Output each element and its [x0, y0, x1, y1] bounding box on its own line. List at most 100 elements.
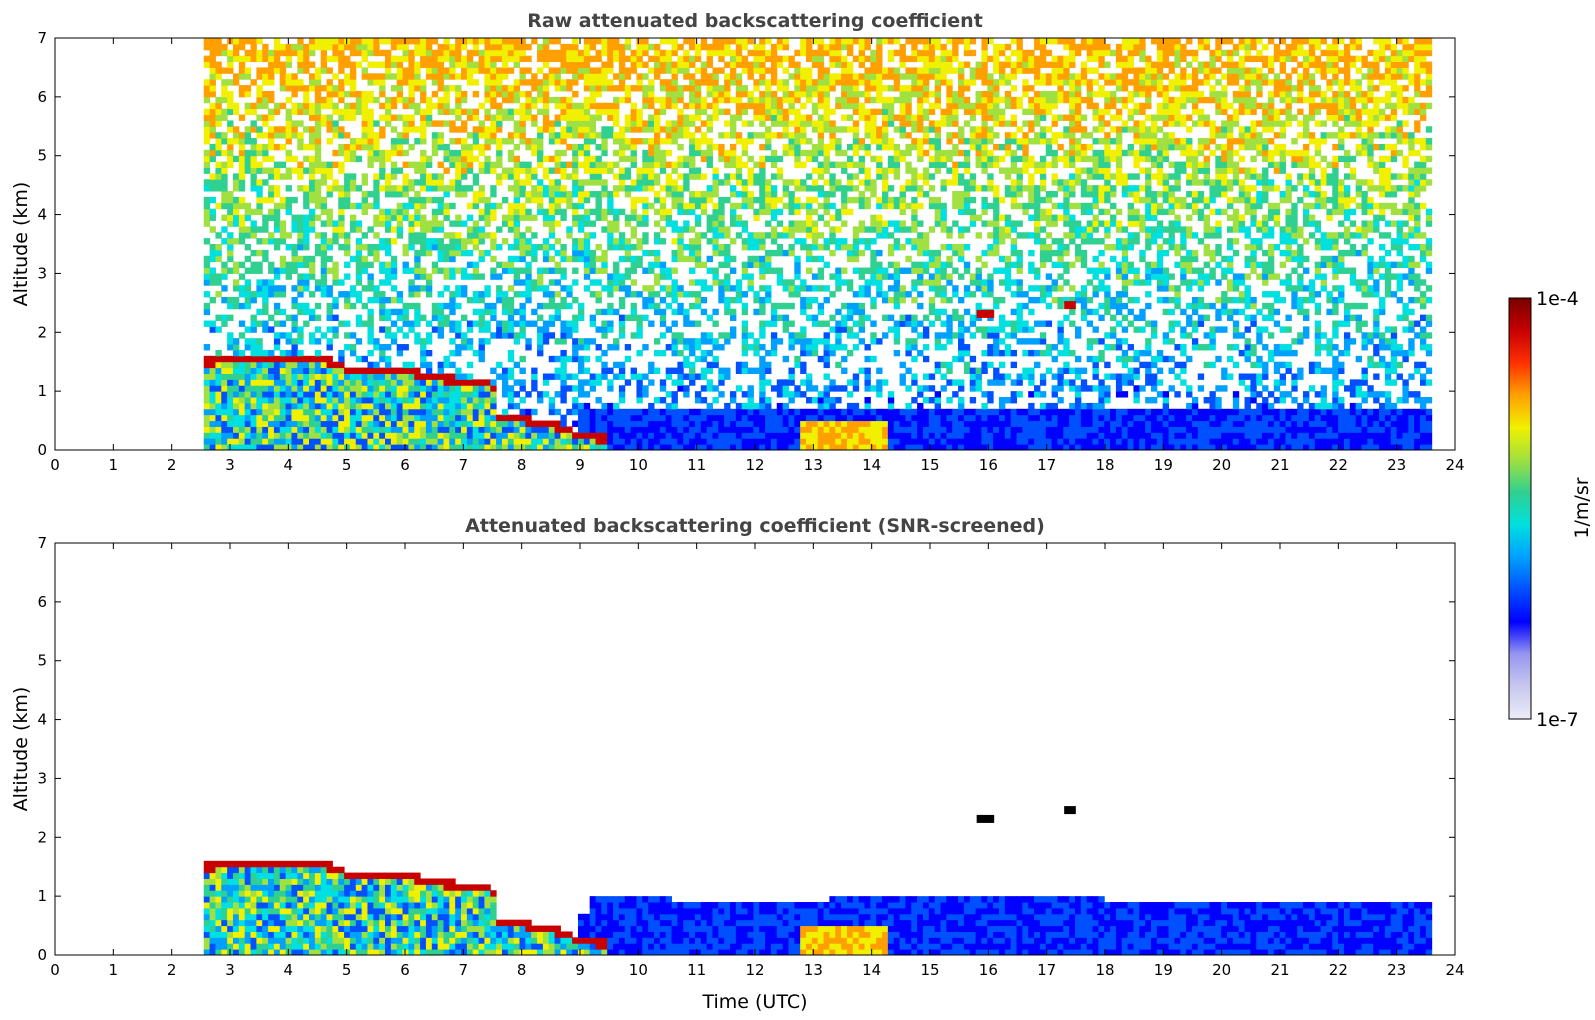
- heatmap-cell: [671, 220, 678, 227]
- heatmap-cell: [765, 249, 772, 257]
- heatmap-cell: [811, 420, 819, 427]
- heatmap-cell: [747, 391, 754, 398]
- heatmap-cell: [227, 138, 234, 145]
- heatmap-cell: [484, 167, 491, 174]
- heatmap-cell: [420, 267, 427, 274]
- heatmap-cell: [332, 238, 339, 245]
- heatmap-cell: [309, 126, 316, 133]
- heatmap-cell: [425, 379, 433, 386]
- heatmap-cell: [694, 202, 702, 210]
- heatmap-cell: [320, 267, 328, 274]
- heatmap-cell: [513, 291, 520, 298]
- heatmap-cell: [560, 249, 567, 257]
- heatmap-cell: [437, 208, 444, 216]
- heatmap-cell: [513, 191, 520, 198]
- heatmap-cell: [221, 196, 228, 204]
- heatmap-cell: [455, 191, 462, 198]
- heatmap-cell: [227, 238, 234, 245]
- heatmap-cell: [677, 161, 684, 168]
- heatmap-cell: [741, 308, 749, 316]
- heatmap-cell: [461, 385, 468, 392]
- heatmap-cell: [379, 261, 386, 269]
- heatmap-cell: [355, 249, 363, 257]
- heatmap-cell: [800, 332, 807, 339]
- heatmap-cell: [268, 385, 275, 392]
- heatmap-cell: [437, 414, 444, 422]
- heatmap-cell: [735, 444, 743, 450]
- heatmap-cell: [776, 302, 784, 310]
- heatmap-cell: [408, 385, 415, 392]
- heatmap-cell: [718, 244, 725, 251]
- heatmap-cell: [443, 391, 450, 398]
- heatmap-cell: [209, 397, 216, 404]
- heatmap-cell: [811, 296, 819, 304]
- heatmap-cell: [379, 49, 386, 57]
- heatmap-cell: [256, 185, 263, 192]
- heatmap-cell: [256, 308, 263, 316]
- heatmap-cell: [425, 338, 433, 345]
- heatmap-cell: [238, 361, 246, 369]
- heatmap-cell: [256, 208, 263, 216]
- heatmap-cell: [373, 285, 380, 292]
- heatmap-cell: [268, 208, 275, 216]
- heatmap-cell: [642, 408, 649, 416]
- heatmap-cell: [221, 173, 228, 180]
- heatmap-cell: [648, 414, 655, 422]
- heatmap-cell: [788, 191, 795, 198]
- heatmap-cell: [332, 444, 339, 450]
- heatmap-cell: [273, 214, 281, 221]
- heatmap-cell: [607, 302, 614, 310]
- heatmap-cell: [577, 367, 585, 374]
- heatmap-cell: [607, 432, 614, 439]
- heatmap-cell: [402, 161, 409, 168]
- heatmap-cell: [472, 173, 480, 180]
- heatmap-cell: [677, 67, 684, 74]
- heatmap-cell: [770, 232, 778, 239]
- heatmap-cell: [227, 196, 234, 204]
- heatmap-cell: [437, 361, 444, 369]
- heatmap-cell: [706, 214, 713, 221]
- heatmap-cell: [268, 426, 275, 433]
- heatmap-cell: [700, 444, 708, 450]
- heatmap-cell: [665, 438, 673, 445]
- heatmap-cell: [221, 238, 228, 245]
- heatmap-cell: [344, 249, 351, 257]
- heatmap-cell: [776, 391, 784, 398]
- heatmap-cell: [595, 67, 602, 74]
- heatmap-cell: [402, 55, 409, 63]
- heatmap-cell: [355, 408, 363, 416]
- heatmap-cell: [227, 102, 234, 110]
- heatmap-cell: [279, 391, 287, 398]
- heatmap-cell: [250, 296, 257, 304]
- heatmap-cell: [765, 361, 772, 369]
- heatmap-cell: [618, 385, 626, 392]
- heatmap-cell: [829, 249, 836, 257]
- heatmap-cell: [806, 55, 813, 63]
- heatmap-cell: [461, 73, 468, 80]
- heatmap-cell: [238, 367, 246, 374]
- heatmap-cell: [232, 344, 240, 351]
- heatmap-cell: [320, 367, 328, 374]
- heatmap-cell: [484, 61, 491, 68]
- heatmap-cell: [466, 326, 474, 333]
- heatmap-cell: [367, 79, 374, 86]
- heatmap-cell: [788, 432, 795, 439]
- heatmap-cell: [659, 167, 667, 174]
- heatmap-cell: [238, 214, 246, 221]
- heatmap-cell: [829, 185, 836, 192]
- heatmap-cell: [829, 420, 836, 427]
- heatmap-cell: [379, 85, 386, 92]
- heatmap-cell: [572, 249, 579, 257]
- heatmap-cell: [490, 102, 497, 110]
- heatmap-cell: [630, 232, 637, 239]
- heatmap-cell: [227, 314, 234, 322]
- heatmap-cell: [788, 285, 795, 292]
- heatmap-cell: [630, 261, 637, 269]
- heatmap-cell: [461, 291, 468, 298]
- heatmap-cell: [823, 73, 830, 80]
- heatmap-cell: [326, 114, 333, 121]
- heatmap-cell: [560, 302, 567, 310]
- heatmap-cell: [671, 402, 678, 410]
- heatmap-cell: [461, 43, 468, 51]
- heatmap-cell: [735, 402, 743, 410]
